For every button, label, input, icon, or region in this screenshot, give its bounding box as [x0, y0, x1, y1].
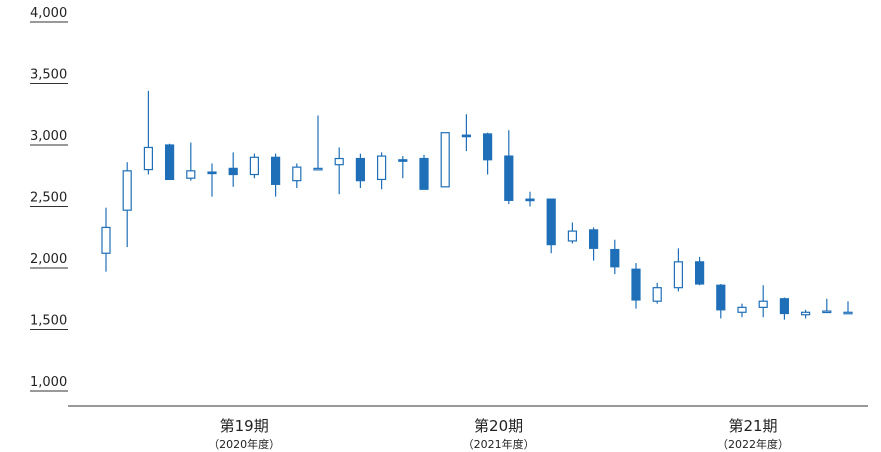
- candle: [165, 143, 175, 181]
- candle-body-up: [758, 300, 768, 308]
- candle-body-up: [377, 155, 387, 181]
- candle: [461, 114, 471, 152]
- candle-body-down: [207, 171, 217, 175]
- candle-body-up: [567, 230, 578, 242]
- candle: [525, 191, 535, 207]
- candle: [143, 90, 153, 175]
- candle-body-down: [398, 159, 408, 162]
- candle: [779, 297, 790, 320]
- candle-body-down: [419, 157, 429, 190]
- candle: [355, 153, 365, 189]
- candle-body-up: [313, 167, 323, 171]
- candle-body-up: [822, 310, 832, 314]
- candle: [122, 162, 132, 248]
- candle-body-down: [525, 198, 535, 202]
- candle-body-up: [334, 157, 344, 166]
- candle: [271, 153, 281, 197]
- candle: [440, 132, 450, 188]
- candle-body-up: [186, 170, 196, 179]
- candles: [101, 90, 853, 320]
- candle-body-up: [652, 287, 662, 302]
- candle: [567, 222, 578, 244]
- candle: [843, 301, 853, 315]
- candle-body-up: [122, 170, 132, 211]
- candle-body-down: [694, 261, 705, 285]
- candle: [207, 163, 217, 197]
- candle: [588, 227, 599, 261]
- y-axis: 4,000 3,500 3,000 2,500 2,000 1,500 1,000: [30, 6, 68, 392]
- candle: [483, 132, 493, 175]
- y-tick-label: 3,000: [30, 129, 67, 144]
- candle-body-down: [546, 198, 556, 246]
- candle-body-down: [588, 229, 599, 249]
- candle-body-up: [843, 311, 853, 315]
- candle-body-up: [249, 156, 259, 176]
- candle-body-down: [483, 133, 493, 161]
- candle: [822, 298, 832, 314]
- candle-body-down: [461, 134, 471, 138]
- candle-body-up: [101, 226, 111, 254]
- candle-body-up: [800, 311, 811, 316]
- y-tick-label: 3,500: [30, 68, 67, 83]
- period-label: 第20期: [474, 417, 523, 435]
- period-sublabel: （2020年度）: [208, 437, 280, 451]
- candle: [800, 309, 811, 319]
- candle: [716, 283, 726, 319]
- candle-body-up: [292, 166, 302, 182]
- y-tick-label: 4,000: [30, 6, 67, 21]
- y-tick-label: 2,000: [30, 252, 67, 267]
- y-tick-label: 1,000: [30, 375, 67, 390]
- candle-body-up: [143, 146, 153, 171]
- candle-body-up: [737, 306, 747, 313]
- candle-body-down: [504, 155, 514, 201]
- candle: [292, 163, 302, 189]
- period-label: 第19期: [220, 417, 269, 435]
- candle-body-down: [716, 284, 726, 311]
- candle-body-down: [228, 167, 238, 176]
- candle: [610, 239, 620, 275]
- candle-body-down: [631, 268, 641, 301]
- candle-body-up: [673, 261, 684, 289]
- candle: [228, 152, 238, 187]
- candle: [186, 142, 196, 181]
- candle: [504, 130, 514, 205]
- candle: [398, 156, 408, 179]
- candle: [419, 154, 429, 190]
- period-sublabel: （2021年度）: [463, 437, 535, 451]
- candle-body-up: [440, 132, 450, 188]
- candle: [673, 248, 684, 292]
- candle: [652, 282, 662, 304]
- period-sublabel: （2022年度）: [717, 437, 789, 451]
- candle: [758, 285, 768, 318]
- candle: [377, 152, 387, 190]
- candle: [101, 207, 111, 272]
- candle-body-down: [355, 157, 365, 182]
- candle: [631, 263, 641, 309]
- candle-body-down: [610, 248, 620, 268]
- candle-body-down: [165, 144, 175, 181]
- x-axis-labels: 第19期 （2020年度） 第20期 （2021年度） 第21期 （2022年度）: [208, 417, 789, 451]
- candle: [249, 153, 259, 179]
- y-tick-label: 2,500: [30, 191, 67, 206]
- candle: [694, 256, 705, 286]
- y-tick-label: 1,500: [30, 314, 67, 329]
- candle-body-down: [779, 298, 790, 315]
- period-label: 第21期: [728, 417, 777, 435]
- candle: [546, 198, 556, 254]
- candle: [737, 303, 747, 318]
- candle: [313, 115, 323, 171]
- candle-body-down: [271, 156, 281, 185]
- candle: [334, 147, 344, 195]
